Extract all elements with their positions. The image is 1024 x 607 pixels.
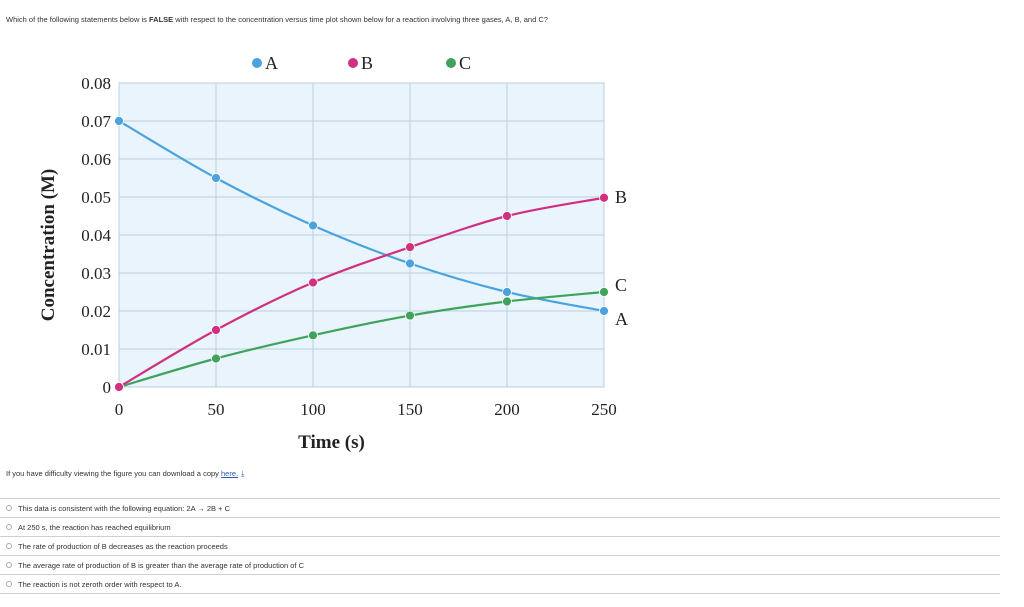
data-point-b	[599, 192, 609, 203]
end-label-c: C	[615, 275, 627, 295]
answer-text: The rate of production of B decreases as…	[18, 541, 228, 551]
legend-marker-a	[252, 58, 262, 68]
data-point-a	[211, 173, 221, 183]
x-tick-label: 150	[397, 400, 423, 419]
data-point-a	[599, 306, 609, 316]
concentration-time-chart: 0 0.01 0.02 0.03 0.04 0.05 0.06 0.07 0.08 0 50 100…	[38, 53, 628, 453]
radio-button[interactable]	[6, 524, 12, 530]
y-axis: 0 0.01 0.02 0.03 0.04 0.05 0.06 0.07 0.08	[81, 74, 111, 397]
x-tick-label: 200	[494, 400, 520, 419]
legend-label-b: B	[361, 53, 373, 73]
x-tick-label: 100	[300, 400, 326, 419]
y-tick-label: 0.01	[81, 340, 111, 359]
download-note: If you have difficulty viewing the figur…	[6, 469, 245, 478]
legend-marker-b	[348, 58, 358, 68]
answer-text: This data is consistent with the followi…	[18, 503, 230, 513]
x-tick-label: 50	[208, 400, 225, 419]
data-point-a	[308, 220, 318, 231]
answer-option-1[interactable]: This data is consistent with the followi…	[0, 498, 1000, 517]
y-tick-label: 0.03	[81, 264, 111, 283]
data-point-a	[114, 116, 124, 126]
answer-option-3[interactable]: The rate of production of B decreases as…	[0, 536, 1000, 555]
data-point-c	[405, 310, 415, 321]
y-tick-label: 0	[103, 378, 112, 397]
x-tick-label: 0	[115, 400, 124, 419]
x-axis-label: Time (s)	[298, 432, 365, 453]
radio-button[interactable]	[6, 543, 12, 549]
data-point-c	[308, 330, 318, 341]
answer-text: The reaction is not zeroth order with re…	[18, 579, 182, 589]
y-tick-label: 0.05	[81, 188, 111, 207]
radio-button[interactable]	[6, 581, 12, 587]
download-icon[interactable]: ⤓	[241, 469, 245, 478]
data-point-c	[599, 287, 609, 297]
legend: A B C	[252, 53, 471, 73]
end-labels: A B C	[615, 187, 628, 329]
question-emphasis: FALSE	[148, 15, 174, 24]
question-text: Which of the following statements below …	[6, 15, 548, 24]
data-point-b	[211, 325, 221, 335]
data-point-b	[405, 242, 415, 253]
data-point-c	[211, 353, 221, 364]
answer-text: At 250 s, the reaction has reached equil…	[18, 522, 171, 532]
legend-label-a: A	[265, 53, 278, 73]
x-axis: 0 50 100 150 200 250	[115, 400, 617, 419]
y-tick-label: 0.06	[81, 150, 111, 169]
answer-list: This data is consistent with the followi…	[0, 498, 1000, 594]
radio-button[interactable]	[6, 562, 12, 568]
y-tick-label: 0.02	[81, 302, 111, 321]
y-axis-label: Concentration (M)	[38, 169, 59, 322]
legend-label-c: C	[459, 53, 471, 73]
series-group	[114, 116, 609, 392]
data-point-b	[114, 382, 124, 392]
data-point-b	[308, 277, 318, 288]
answer-option-2[interactable]: At 250 s, the reaction has reached equil…	[0, 517, 1000, 536]
radio-button[interactable]	[6, 505, 12, 511]
data-point-a	[405, 258, 415, 269]
y-tick-label: 0.04	[81, 226, 111, 245]
y-tick-label: 0.07	[81, 112, 111, 131]
grid	[118, 82, 605, 388]
y-tick-label: 0.08	[81, 74, 111, 93]
series-line-c	[118, 290, 605, 389]
answer-option-5[interactable]: The reaction is not zeroth order with re…	[0, 574, 1000, 594]
end-label-a: A	[615, 309, 628, 329]
data-point-c	[502, 296, 512, 307]
download-link[interactable]: here.	[221, 469, 239, 478]
end-label-b: B	[615, 187, 627, 207]
answer-option-4[interactable]: The average rate of production of B is g…	[0, 555, 1000, 574]
data-point-a	[502, 287, 512, 297]
data-point-b	[502, 211, 512, 221]
x-tick-label: 250	[591, 400, 617, 419]
answer-text: The average rate of production of B is g…	[18, 560, 305, 570]
legend-marker-c	[446, 58, 456, 68]
